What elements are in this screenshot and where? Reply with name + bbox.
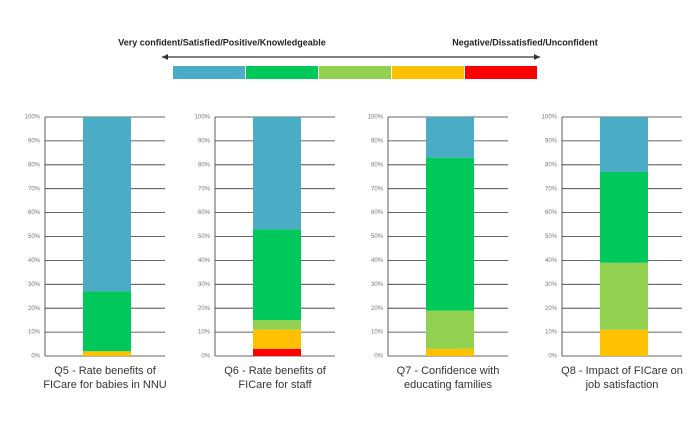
x-tick-label: Q5 - Rate benefits of FICare for babies …: [43, 365, 167, 391]
y-tick-label: 100%: [368, 115, 384, 121]
y-tick-label: 70%: [28, 186, 41, 192]
bar-segment: [600, 329, 648, 356]
scale-right-label: Negative/Dissatisfied/Unconfident: [452, 37, 598, 47]
y-tick-label: 80%: [28, 162, 41, 168]
bar-segment: [426, 117, 474, 158]
y-tick-label: 0%: [374, 354, 383, 360]
bar-segment: [426, 348, 474, 356]
y-tick-label: 60%: [545, 210, 558, 216]
x-tick-label: Q7 - Confidence with educating families: [396, 365, 500, 391]
y-tick-label: 30%: [198, 282, 211, 288]
y-tick-label: 40%: [371, 258, 384, 264]
y-tick-label: 70%: [371, 186, 384, 192]
y-tick-label: 30%: [371, 282, 384, 288]
x-label-box: Q8 - Impact of FICare on job satisfactio…: [561, 365, 683, 391]
y-tick-label: 0%: [31, 354, 40, 360]
y-tick-label: 80%: [198, 162, 211, 168]
bar-segment: [253, 117, 301, 230]
y-tick-label: 20%: [28, 306, 41, 312]
y-tick-label: 10%: [28, 330, 41, 336]
scale-left-label: Very confident/Satisfied/Positive/Knowle…: [118, 37, 326, 47]
y-tick-label: 20%: [371, 306, 384, 312]
y-tick-label: 70%: [545, 186, 558, 192]
y-tick-label: 80%: [545, 162, 558, 168]
y-tick-label: 100%: [25, 115, 41, 121]
y-tick-label: 50%: [545, 234, 558, 240]
y-tick-label: 90%: [371, 138, 384, 144]
y-tick-label: 30%: [545, 282, 558, 288]
y-tick-label: 40%: [28, 258, 41, 264]
scale-color-box: [465, 66, 537, 79]
bar-segment: [600, 117, 648, 172]
y-tick-label: 80%: [371, 162, 384, 168]
y-tick-label: 0%: [548, 354, 557, 360]
bar-segment: [83, 351, 131, 356]
bar-segment: [600, 262, 648, 330]
y-tick-label: 20%: [545, 306, 558, 312]
y-tick-label: 100%: [542, 115, 558, 121]
y-tick-label: 0%: [201, 354, 210, 360]
bar-segment: [83, 291, 131, 352]
x-label-box: Q5 - Rate benefits of FICare for babies …: [43, 365, 167, 391]
y-tick-label: 60%: [371, 210, 384, 216]
y-tick-label: 60%: [198, 210, 211, 216]
y-tick-label: 50%: [198, 234, 211, 240]
x-tick-label: Q8 - Impact of FICare on job satisfactio…: [561, 365, 683, 391]
y-tick-label: 10%: [545, 330, 558, 336]
bar-segment: [253, 329, 301, 349]
bar-segment: [426, 310, 474, 349]
y-tick-label: 40%: [545, 258, 558, 264]
scale-color-box: [319, 66, 391, 79]
y-tick-label: 40%: [198, 258, 211, 264]
y-tick-label: 60%: [28, 210, 41, 216]
x-label-box: Q7 - Confidence with educating families: [396, 365, 500, 391]
bar-segment: [253, 229, 301, 321]
scale-color-box: [246, 66, 318, 79]
y-tick-label: 50%: [28, 234, 41, 240]
bar-segment: [253, 348, 301, 356]
y-tick-label: 10%: [371, 330, 384, 336]
x-label-box: Q6 - Rate benefits of FICare for staff: [224, 365, 326, 391]
y-tick-label: 30%: [28, 282, 41, 288]
y-tick-label: 70%: [198, 186, 211, 192]
y-tick-label: 100%: [195, 115, 211, 121]
bar-segment: [600, 171, 648, 263]
y-tick-label: 90%: [545, 138, 558, 144]
scale-color-box: [173, 66, 245, 79]
y-tick-label: 10%: [198, 330, 211, 336]
y-tick-label: 50%: [371, 234, 384, 240]
y-tick-label: 90%: [198, 138, 211, 144]
bar-segment: [83, 117, 131, 292]
bar-segment: [253, 320, 301, 330]
y-tick-label: 90%: [28, 138, 41, 144]
y-tick-label: 20%: [198, 306, 211, 312]
scale-color-box: [392, 66, 464, 79]
bar-segment: [426, 157, 474, 311]
x-tick-label: Q6 - Rate benefits of FICare for staff: [224, 365, 326, 391]
